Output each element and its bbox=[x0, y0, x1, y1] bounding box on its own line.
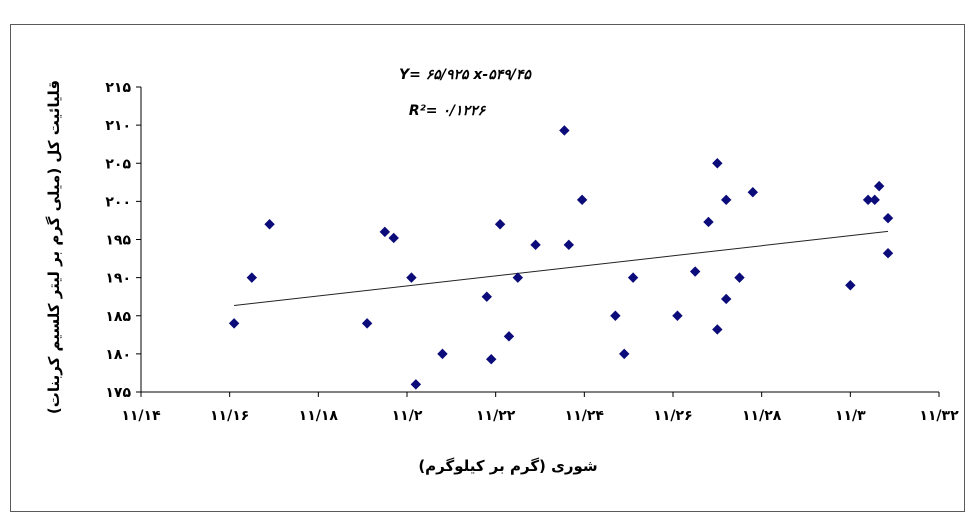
x-tick-label: ۱۱/۲۲ bbox=[476, 408, 516, 424]
x-tick-label: ۱۱/۲۴ bbox=[565, 408, 605, 424]
data-point bbox=[882, 212, 894, 224]
data-point bbox=[672, 310, 683, 321]
data-point bbox=[481, 291, 492, 302]
data-point bbox=[689, 266, 701, 277]
data-point bbox=[873, 180, 885, 192]
data-point bbox=[494, 219, 506, 230]
trendline bbox=[234, 230, 889, 307]
y-tick-label: ۱۸۵ bbox=[105, 309, 131, 325]
data-point bbox=[563, 239, 575, 251]
data-point bbox=[410, 379, 422, 390]
y-tick-label: ۲۰۰ bbox=[105, 194, 131, 210]
y-tick-label: ۱۹۰ bbox=[105, 271, 131, 287]
data-point bbox=[228, 318, 240, 329]
data-point bbox=[388, 232, 399, 244]
data-point bbox=[721, 293, 732, 305]
data-point bbox=[845, 280, 856, 291]
data-point bbox=[264, 219, 275, 230]
data-point bbox=[361, 318, 373, 329]
data-point bbox=[869, 194, 880, 206]
x-tick-label: ۱۱/۲۸ bbox=[742, 408, 782, 424]
y-axis-label: قلیائیت کل (میلی گرم بر لیتر کلسیم کربنا… bbox=[45, 80, 63, 414]
data-point bbox=[734, 272, 745, 283]
y-tick-label: ۲۱۵ bbox=[105, 80, 131, 96]
data-point bbox=[747, 187, 758, 198]
data-point bbox=[530, 239, 541, 251]
r-squared-label: R²= ۰/۱۲۲۶ bbox=[409, 103, 487, 119]
data-point bbox=[862, 194, 874, 206]
data-point bbox=[721, 194, 732, 206]
data-point bbox=[627, 272, 639, 283]
scatter-chart: ۱۷۵ ۱۸۰ ۱۸۵ ۱۹۰ ۱۹۵ ۲۰۰ ۲۰۵ ۲۱۰ ۲۱۵ ۱۱/۱۴ ۱۱/۱۶ ۱۱/… bbox=[45, 67, 959, 475]
x-tick-label: ۱۱/۱۴ bbox=[121, 408, 161, 424]
data-point bbox=[576, 194, 588, 206]
x-tick-label: ۱۱/۳۲ bbox=[919, 408, 959, 424]
y-tick-label: ۱۷۵ bbox=[105, 385, 131, 401]
data-point bbox=[379, 226, 391, 238]
data-point bbox=[703, 216, 714, 228]
x-tick-label: ۱۱/۲ bbox=[392, 408, 423, 424]
data-point bbox=[486, 354, 497, 365]
regression-equation: Y= ۶۵/۹۲۵ x-۵۴۹/۴۵ bbox=[399, 67, 532, 83]
data-point bbox=[246, 272, 258, 283]
y-tick-label: ۲۱۰ bbox=[105, 118, 131, 134]
data-point bbox=[406, 272, 417, 283]
y-tick-label: ۲۰۵ bbox=[105, 156, 131, 172]
data-point bbox=[437, 348, 448, 360]
data-point bbox=[503, 331, 515, 342]
chart-area: ۱۷۵ ۱۸۰ ۱۸۵ ۱۹۰ ۱۹۵ ۲۰۰ ۲۰۵ ۲۱۰ ۲۱۵ ۱۱/۱۴ ۱۱/۱۶ ۱۱/… bbox=[10, 24, 965, 512]
data-point bbox=[610, 310, 621, 321]
x-tick-label: ۱۱/۱۸ bbox=[299, 408, 339, 424]
y-tick-label: ۱۹۵ bbox=[105, 233, 131, 249]
x-tick-label: ۱۱/۳ bbox=[835, 408, 866, 424]
x-tick-label: ۱۱/۲۶ bbox=[653, 408, 692, 424]
y-tick-label: ۱۸۰ bbox=[105, 347, 131, 363]
data-point bbox=[559, 125, 570, 136]
x-axis-label: شوری (گرم بر کیلوگرم) bbox=[418, 457, 597, 475]
data-point bbox=[712, 324, 723, 335]
data-point bbox=[619, 348, 630, 360]
x-tick-label: ۱۱/۱۶ bbox=[210, 408, 249, 424]
data-point bbox=[882, 248, 894, 259]
data-point bbox=[712, 158, 723, 169]
